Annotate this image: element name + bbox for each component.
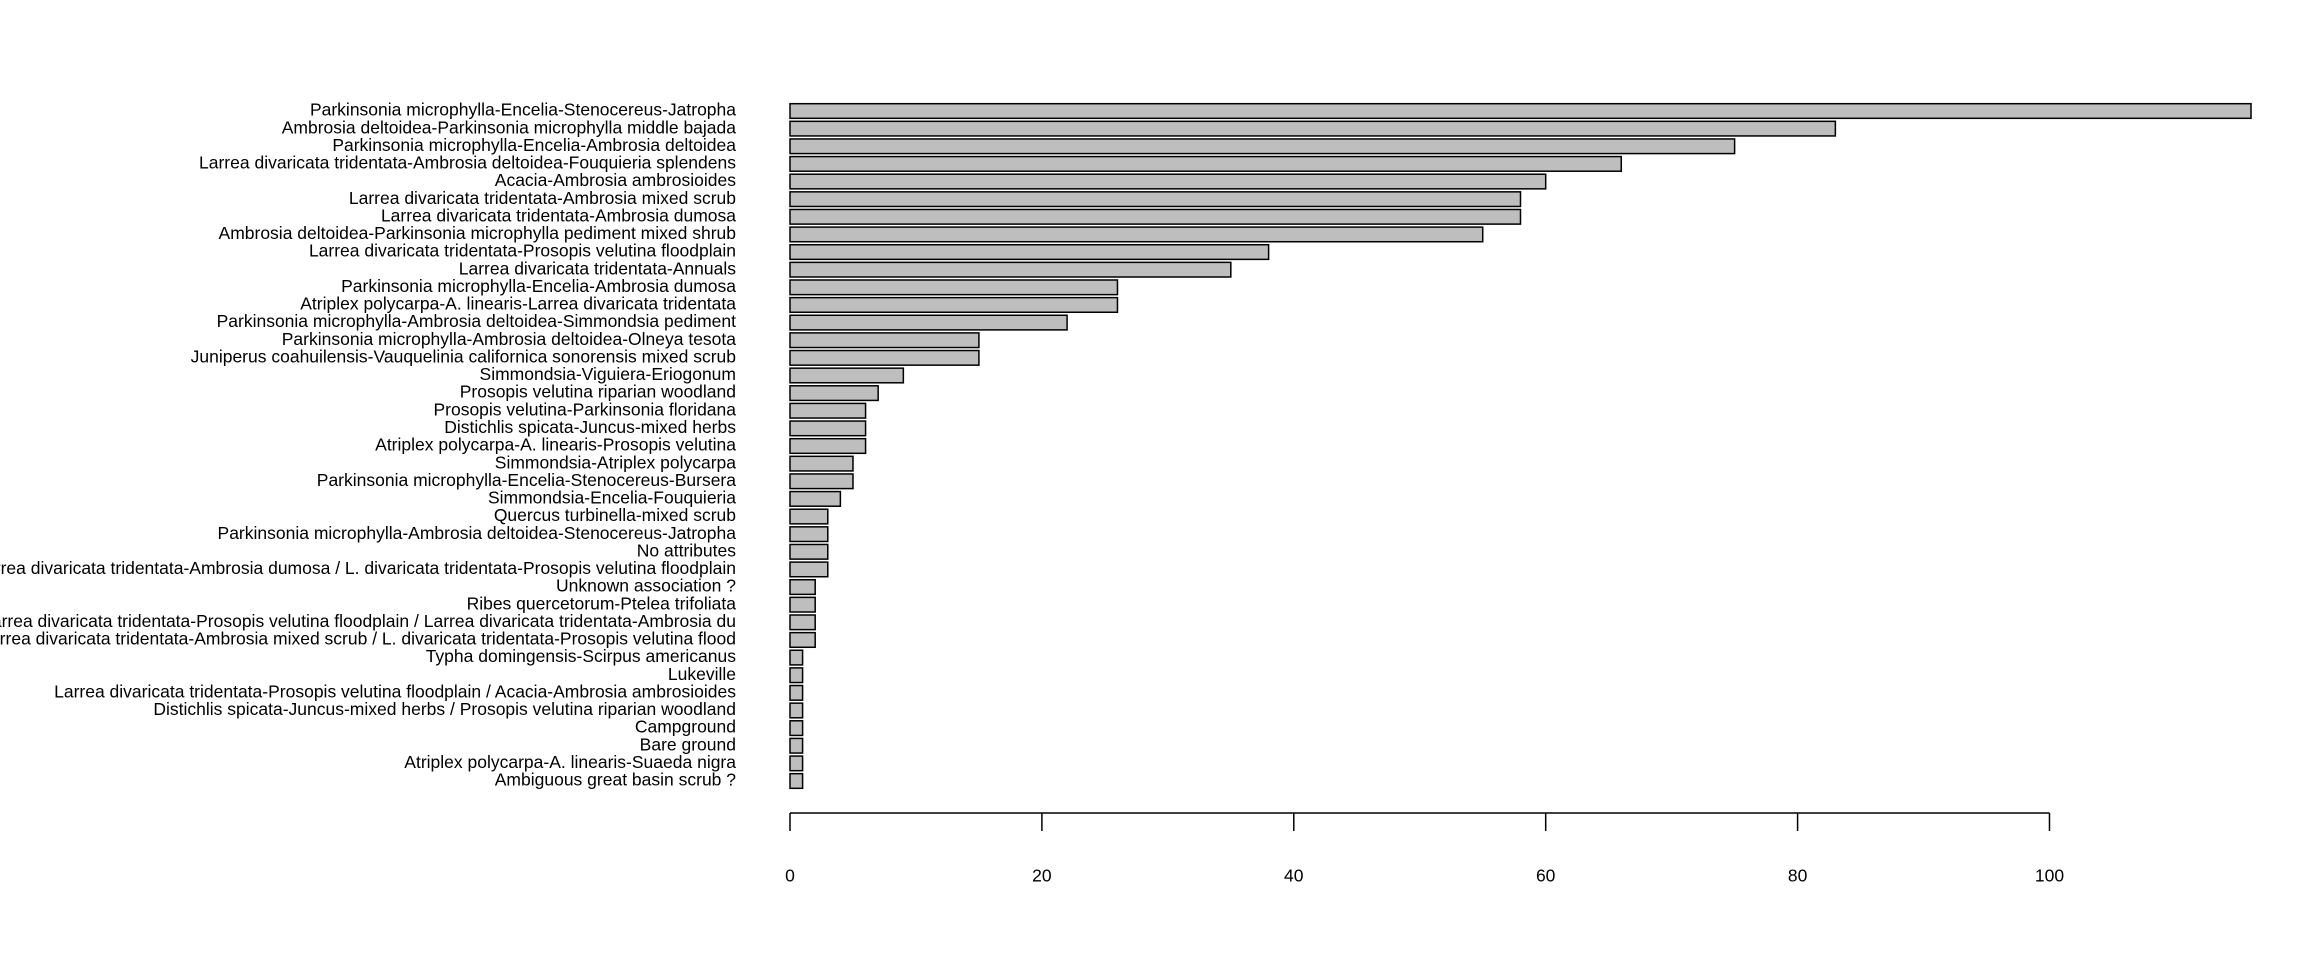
y-tick-label: Larrea divaricata tridentata-Prosopis ve… bbox=[54, 681, 736, 701]
y-tick-label: Parkinsonia microphylla-Ambrosia deltoid… bbox=[217, 311, 737, 331]
x-tick-label: 100 bbox=[2035, 866, 2064, 886]
bar bbox=[789, 755, 804, 772]
bar bbox=[789, 420, 867, 437]
bar bbox=[789, 332, 980, 349]
bar bbox=[789, 596, 816, 613]
y-tick-label: Distichlis spicata-Juncus-mixed herbs / … bbox=[153, 699, 736, 719]
y-tick-label: Ambrosia deltoidea-Parkinsonia microphyl… bbox=[219, 223, 736, 243]
y-tick-label: Atriplex polycarpa-A. linearis-Prosopis … bbox=[375, 435, 736, 455]
y-tick-label: Simmondsia-Atriplex polycarpa bbox=[495, 452, 736, 472]
y-tick-label: Larrea divaricata tridentata-Prosopis ve… bbox=[309, 241, 736, 261]
y-tick-label: Larrea divaricata tridentata-Ambrosia mi… bbox=[349, 188, 736, 208]
bar bbox=[789, 402, 867, 419]
bar bbox=[789, 367, 905, 384]
y-tick-label: Parkinsonia microphylla-Encelia-Ambrosia… bbox=[341, 276, 736, 296]
bar bbox=[789, 649, 804, 666]
y-tick-label: Larrea divaricata tridentata-Prosopis ve… bbox=[0, 611, 736, 631]
bar bbox=[789, 155, 1623, 172]
y-tick-label: Juniperus coahuilensis-Vauquelinia calif… bbox=[191, 346, 736, 366]
bar bbox=[789, 684, 804, 701]
bar bbox=[789, 772, 804, 790]
y-tick-label: Atriplex polycarpa-A. linearis-Larrea di… bbox=[300, 294, 736, 314]
x-tick-label: 40 bbox=[1284, 866, 1304, 886]
bar bbox=[789, 173, 1547, 190]
y-tick-label: Lukeville bbox=[668, 664, 736, 684]
x-tick-label: 60 bbox=[1536, 866, 1556, 886]
bar bbox=[789, 296, 1119, 314]
bar bbox=[789, 437, 867, 455]
y-tick-label: Parkinsonia microphylla-Encelia-Stenocer… bbox=[310, 100, 736, 120]
y-tick-label: Parkinsonia microphylla-Encelia-Stenocer… bbox=[317, 470, 736, 490]
bar bbox=[789, 243, 1270, 261]
bar bbox=[789, 191, 1522, 208]
y-tick-label: Prosopis velutina-Parkinsonia floridana bbox=[433, 399, 736, 419]
bar bbox=[789, 526, 829, 543]
x-tick-label: 0 bbox=[785, 866, 795, 886]
bar bbox=[789, 279, 1119, 296]
bar bbox=[789, 226, 1484, 243]
y-tick-label: Parkinsonia microphylla-Encelia-Ambrosia… bbox=[332, 135, 736, 155]
y-tick-label: Bare ground bbox=[640, 734, 736, 754]
y-tick-label: Prosopis velutina riparian woodland bbox=[460, 382, 736, 402]
y-tick-label: Larrea divaricata tridentata-Annuals bbox=[459, 258, 736, 278]
y-tick-label: Quercus turbinella-mixed scrub bbox=[494, 505, 736, 525]
y-tick-label: Typha domingensis-Scirpus americanus bbox=[426, 646, 737, 666]
y-tick-label: Campground bbox=[635, 717, 736, 737]
y-tick-label: Ambiguous great basin scrub ? bbox=[495, 770, 737, 790]
bar bbox=[789, 473, 854, 490]
bar bbox=[789, 102, 2252, 120]
bar bbox=[789, 720, 804, 737]
y-tick-label: Atriplex polycarpa-A. linearis-Suaeda ni… bbox=[404, 752, 736, 772]
bar bbox=[789, 349, 980, 366]
x-tick-label: 20 bbox=[1032, 866, 1052, 886]
bar bbox=[789, 631, 816, 649]
y-tick-label: Acacia-Ambrosia ambrosioides bbox=[495, 170, 736, 190]
y-tick-label: Ambrosia deltoidea-Parkinsonia microphyl… bbox=[282, 117, 737, 137]
bar bbox=[789, 120, 1837, 137]
x-tick-label: 80 bbox=[1788, 866, 1808, 886]
y-tick-label: Larrea divaricata tridentata-Ambrosia du… bbox=[381, 205, 736, 225]
bar bbox=[789, 261, 1232, 278]
y-tick-label: Unknown association ? bbox=[556, 576, 736, 596]
bar bbox=[789, 543, 829, 560]
bar bbox=[789, 314, 1068, 331]
y-tick-label: Larrea divaricata tridentata-Ambrosia de… bbox=[199, 153, 736, 173]
bar bbox=[789, 490, 842, 507]
y-tick-label: No attributes bbox=[637, 540, 736, 560]
bar bbox=[789, 578, 816, 596]
y-tick-label: Simmondsia-Viguiera-Eriogonum bbox=[480, 364, 736, 384]
bar bbox=[789, 561, 829, 578]
y-tick-label: Larrea divaricata tridentata-Ambrosia du… bbox=[0, 558, 736, 578]
bar bbox=[789, 138, 1736, 155]
y-tick-label: Distichlis spicata-Juncus-mixed herbs bbox=[444, 417, 736, 437]
y-tick-label: Parkinsonia microphylla-Ambrosia deltoid… bbox=[282, 329, 737, 349]
bar bbox=[789, 667, 804, 684]
bar bbox=[789, 614, 816, 631]
y-tick-label: Parkinsonia microphylla-Ambrosia deltoid… bbox=[218, 523, 737, 543]
bar bbox=[789, 208, 1522, 225]
y-tick-label: Ribes quercetorum-Ptelea trifoliata bbox=[467, 593, 737, 613]
y-tick-label: Simmondsia-Encelia-Fouquieria bbox=[488, 488, 736, 508]
bar bbox=[789, 737, 804, 754]
bar bbox=[789, 385, 879, 402]
bar bbox=[789, 455, 854, 472]
bar bbox=[789, 702, 804, 719]
y-tick-label: Larrea divaricata tridentata-Ambrosia mi… bbox=[0, 629, 736, 649]
bar bbox=[789, 508, 829, 525]
